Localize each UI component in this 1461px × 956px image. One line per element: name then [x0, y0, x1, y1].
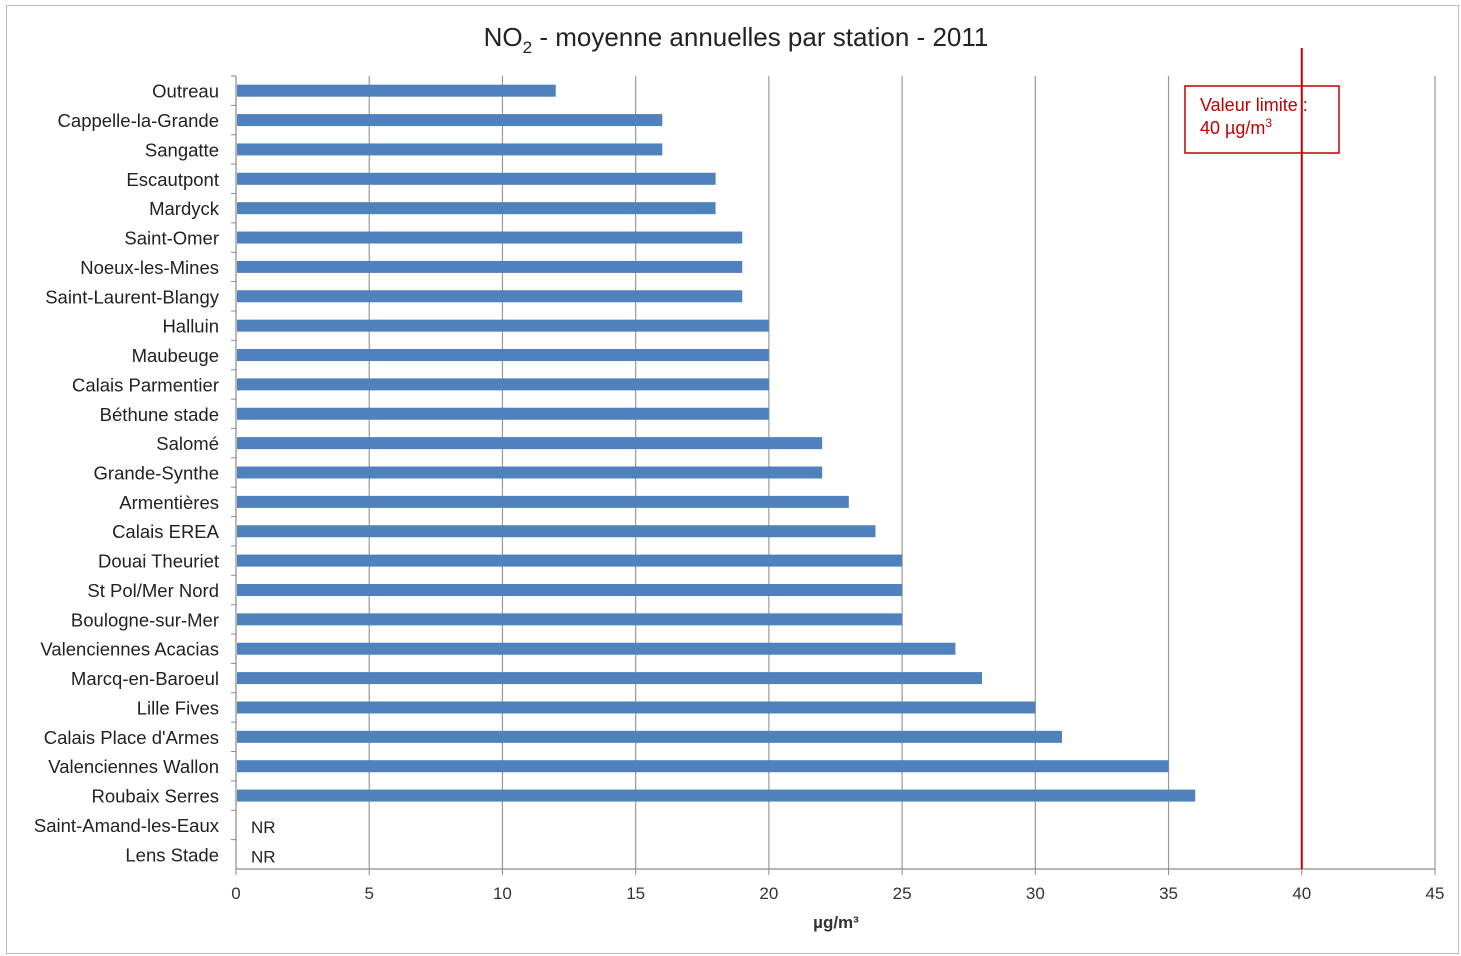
x-tick-label-35: 35 [1159, 884, 1178, 903]
bar [237, 466, 823, 479]
bar [237, 789, 1196, 802]
category-label: Valenciennes Acacias [40, 639, 219, 660]
bar [237, 613, 903, 626]
category-label: Salomé [156, 433, 219, 454]
limit-label-box [1184, 85, 1340, 154]
category-label: Calais Parmentier [72, 374, 219, 395]
bar [237, 349, 769, 362]
title-rest: - moyenne annuelles par station - 2011 [532, 22, 988, 52]
bar [237, 407, 769, 420]
category-label: Armentières [119, 492, 219, 513]
category-label: Roubaix Serres [91, 786, 219, 807]
bar [237, 143, 663, 156]
category-label: St Pol/Mer Nord [87, 580, 219, 601]
category-label: Béthune stade [100, 404, 219, 425]
x-tick-label-40: 40 [1292, 884, 1311, 903]
x-axis-label: µg/m³ [813, 913, 859, 932]
bar [237, 583, 903, 596]
category-labels: Outreau Cappelle-la-Grande Sangatte Escautp… [34, 81, 276, 867]
bar [237, 172, 716, 185]
category-label: Boulogne-sur-Mer [71, 609, 219, 630]
missing-value-label: NR [251, 818, 276, 837]
category-label: Valenciennes Wallon [48, 756, 219, 777]
limit-label-line1: Valeur limite : [1200, 95, 1308, 115]
category-label: Douai Theuriet [98, 551, 219, 572]
category-label: Mardyck [149, 198, 220, 219]
title-subscript: 2 [523, 38, 532, 57]
x-tick-label-10: 10 [493, 884, 512, 903]
x-tick-label-45: 45 [1426, 884, 1445, 903]
category-label: Saint-Laurent-Blangy [45, 286, 220, 307]
bar [237, 378, 769, 391]
bar [237, 495, 849, 508]
category-label: Outreau [152, 81, 219, 102]
category-label: Sangatte [145, 139, 219, 160]
category-label: Marcq-en-Baroeul [71, 668, 219, 689]
bar [237, 642, 956, 655]
chart-title: NO2 - moyenne annuelles par station - 20… [484, 22, 989, 57]
missing-value-label: NR [251, 847, 276, 866]
category-label: Halluin [162, 316, 219, 337]
bar [237, 319, 769, 332]
bar [237, 730, 1062, 743]
limit-annotation: Valeur limite : 40 µg/m3 [1184, 48, 1340, 869]
category-label: Lens Stade [125, 844, 219, 865]
limit-label-superscript: 3 [1265, 116, 1272, 130]
x-tick-label-30: 30 [1026, 884, 1045, 903]
category-label: Calais Place d'Armes [44, 727, 219, 748]
bars [237, 84, 1196, 802]
x-tick-label-0: 0 [231, 884, 240, 903]
limit-label-value: 40 µg/m [1200, 118, 1265, 138]
bar [237, 290, 743, 303]
category-label: Grande-Synthe [94, 463, 219, 484]
category-label: Lille Fives [137, 697, 219, 718]
x-tick-labels: 0 5 10 15 20 25 30 35 40 45 [231, 884, 1444, 903]
x-tick-label-25: 25 [893, 884, 912, 903]
category-label: Cappelle-la-Grande [58, 110, 219, 131]
category-label: Escautpont [126, 169, 219, 190]
bar [237, 84, 556, 97]
limit-label-line2: 40 µg/m3 [1200, 116, 1272, 138]
bar [237, 701, 1036, 714]
x-tick-label-15: 15 [626, 884, 645, 903]
category-label: Saint-Amand-les-Eaux [34, 815, 220, 836]
bar [237, 202, 716, 215]
bar [237, 672, 983, 685]
category-label: Maubeuge [132, 345, 219, 366]
title-main: NO [484, 22, 523, 52]
x-tick-label-20: 20 [759, 884, 778, 903]
bar [237, 525, 876, 538]
bar [237, 554, 903, 567]
bar [237, 260, 743, 273]
category-label: Calais EREA [112, 521, 220, 542]
bar [237, 231, 743, 244]
x-tick-label-5: 5 [364, 884, 373, 903]
bar [237, 760, 1169, 773]
category-label: Noeux-les-Mines [80, 257, 219, 278]
bar [237, 114, 663, 127]
bar [237, 437, 823, 450]
axes [231, 75, 1436, 875]
category-label: Saint-Omer [124, 228, 219, 249]
